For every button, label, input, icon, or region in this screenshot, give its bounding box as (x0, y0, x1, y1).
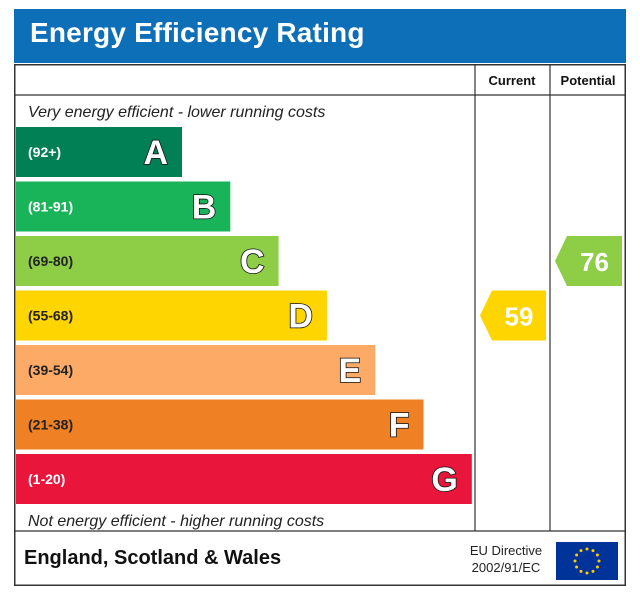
band-letter-e: E (339, 352, 362, 390)
eu-star (591, 569, 595, 573)
bottom-note: Not energy efficient - higher running co… (28, 513, 324, 530)
band-letter-a: A (143, 134, 168, 172)
region-label: England, Scotland & Wales (24, 547, 281, 569)
eu-star (585, 547, 589, 551)
eu-star (575, 565, 579, 569)
band-range-f: (21-38) (28, 417, 73, 433)
potential-value: 76 (580, 247, 609, 277)
band-letter-d: D (288, 298, 313, 336)
rating-markers: 59 76 (480, 236, 622, 341)
eu-flag-icon (556, 542, 618, 580)
band-letter-b: B (192, 189, 217, 227)
eu-star (591, 549, 595, 553)
band-letter-f: F (389, 407, 410, 445)
band-g (16, 454, 472, 504)
band-letter-c: C (240, 243, 265, 281)
band-f (16, 399, 424, 450)
band-range-d: (55-68) (28, 308, 73, 324)
band-range-a: (92+) (28, 144, 61, 160)
band-a (16, 127, 182, 177)
eu-star (579, 569, 583, 573)
directive-line-1: EU Directive (470, 543, 542, 558)
eu-star (597, 559, 601, 563)
rating-chart: Current Potential Very energy efficient … (14, 64, 626, 586)
band-c (16, 236, 279, 286)
eu-star (573, 559, 577, 563)
current-value: 59 (505, 302, 534, 332)
band-d (16, 290, 327, 341)
eu-star (595, 565, 599, 569)
band-range-b: (81-91) (28, 199, 73, 215)
potential-marker (555, 236, 622, 286)
rating-bands: (92+) A (81-91) B (69-80) C (55-68) D (39-54) E (2… (16, 127, 472, 504)
potential-column-header: Potential (561, 73, 616, 88)
eu-star (585, 571, 589, 575)
top-note: Very energy efficient - lower running co… (28, 104, 325, 121)
chart-title: Energy Efficiency Rating (30, 17, 365, 48)
eu-star (575, 553, 579, 557)
eu-star (579, 549, 583, 553)
current-column-header: Current (489, 73, 537, 88)
eu-star (595, 553, 599, 557)
band-letter-g: G (431, 461, 457, 499)
chart-frame (14, 64, 626, 586)
band-b (16, 181, 231, 232)
band-range-g: (1-20) (28, 471, 65, 487)
header-bar: Energy Efficiency Rating (14, 9, 626, 63)
current-marker (480, 290, 546, 341)
band-e (16, 345, 376, 395)
directive-line-2: 2002/91/EC (472, 560, 541, 575)
band-range-e: (39-54) (28, 362, 73, 378)
band-range-c: (69-80) (28, 253, 73, 269)
